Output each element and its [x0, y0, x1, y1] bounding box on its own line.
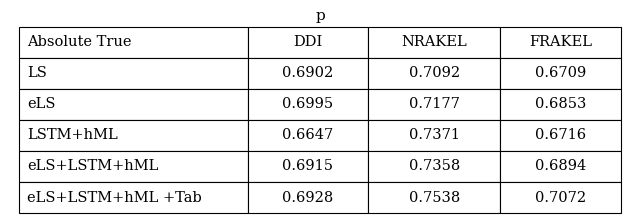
Text: 0.7072: 0.7072: [535, 190, 586, 205]
Text: eLS+LSTM+hML: eLS+LSTM+hML: [27, 159, 158, 174]
Text: 0.6716: 0.6716: [535, 128, 586, 143]
Text: eLS: eLS: [27, 97, 56, 111]
Bar: [368, 58, 500, 89]
Bar: [500, 89, 621, 120]
Bar: [368, 120, 500, 151]
Bar: [368, 89, 500, 120]
Bar: [500, 120, 621, 151]
Bar: [19, 151, 248, 182]
Bar: [248, 27, 368, 58]
Text: DDI: DDI: [293, 35, 323, 49]
Text: LSTM+hML: LSTM+hML: [27, 128, 118, 143]
Text: 0.7092: 0.7092: [409, 66, 460, 80]
Bar: [368, 151, 500, 182]
Bar: [19, 120, 248, 151]
Bar: [248, 58, 368, 89]
Bar: [19, 89, 248, 120]
Bar: [19, 58, 248, 89]
Text: 0.6894: 0.6894: [535, 159, 586, 174]
Bar: [500, 182, 621, 213]
Text: 0.7538: 0.7538: [409, 190, 460, 205]
Text: p: p: [315, 9, 325, 23]
Text: 0.7371: 0.7371: [409, 128, 460, 143]
Text: 0.6902: 0.6902: [282, 66, 333, 80]
Bar: [19, 27, 248, 58]
Text: 0.6995: 0.6995: [282, 97, 333, 111]
Bar: [248, 151, 368, 182]
Text: Absolute True: Absolute True: [27, 35, 131, 49]
Text: eLS+LSTM+hML +Tab: eLS+LSTM+hML +Tab: [27, 190, 202, 205]
Bar: [368, 182, 500, 213]
Text: 0.6853: 0.6853: [535, 97, 586, 111]
Bar: [248, 89, 368, 120]
Text: 0.6709: 0.6709: [535, 66, 586, 80]
Text: 0.7177: 0.7177: [409, 97, 460, 111]
Text: 0.6928: 0.6928: [282, 190, 333, 205]
Bar: [500, 27, 621, 58]
Text: FRAKEL: FRAKEL: [529, 35, 592, 49]
Bar: [19, 182, 248, 213]
Bar: [248, 182, 368, 213]
Bar: [248, 120, 368, 151]
Text: LS: LS: [27, 66, 47, 80]
Text: 0.7358: 0.7358: [409, 159, 460, 174]
Text: NRAKEL: NRAKEL: [401, 35, 467, 49]
Text: 0.6915: 0.6915: [282, 159, 333, 174]
Bar: [368, 27, 500, 58]
Text: 0.6647: 0.6647: [282, 128, 333, 143]
Bar: [500, 151, 621, 182]
Bar: [500, 58, 621, 89]
